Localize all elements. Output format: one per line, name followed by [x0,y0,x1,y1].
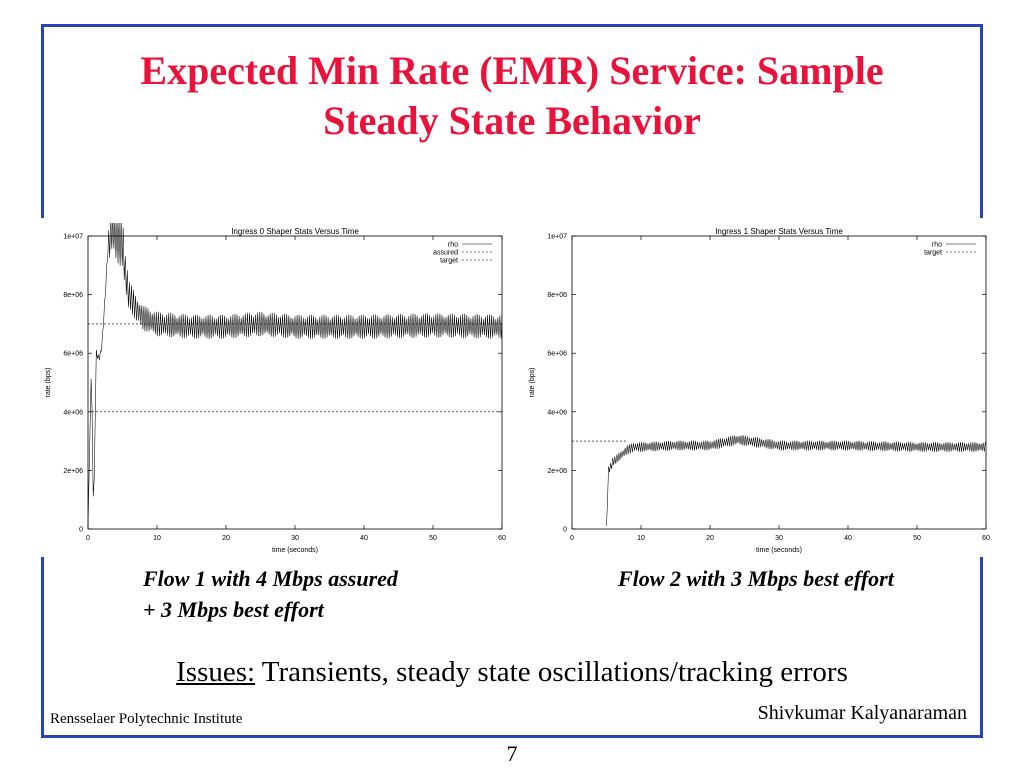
chart-title: Ingress 1 Shaper Stats Versus Time [715,227,843,236]
legend-label-rho: rho [448,242,458,249]
x-tick-label: 50 [913,535,921,542]
y-tick-label: 1e+07 [547,234,567,241]
caption-flow-1-line-2: + 3 Mbps best effort [143,597,324,622]
y-tick-label: 1e+07 [63,234,83,241]
series-rho-line [606,435,986,526]
y-tick-label: 8e+06 [547,292,567,299]
y-tick-label: 0 [563,527,567,534]
x-tick-label: 30 [775,535,783,542]
y-tick-label: 0 [79,527,83,534]
x-tick-label: 50 [429,535,437,542]
x-tick-label: 20 [222,535,230,542]
x-tick-label: 60 [982,535,990,542]
x-tick-label: 40 [844,535,852,542]
chart-title: Ingress 0 Shaper Stats Versus Time [231,227,359,236]
issues-label: Issues: [176,656,256,688]
legend-label-target: target [924,250,942,257]
y-axis-label: rate (bps) [529,368,536,398]
author-footer: Shivkumar Kalyanaraman [757,702,967,724]
issues-line: Issues: Transients, steady state oscilla… [0,656,1024,689]
x-tick-label: 40 [360,535,368,542]
legend-label-target: target [440,258,458,265]
x-tick-label: 0 [570,535,574,542]
page-number: 7 [506,741,518,766]
plot-border [87,235,503,530]
title-line-2: Steady State Behavior [323,98,701,143]
caption-flow-1-line-1: Flow 1 with 4 Mbps assured [143,566,398,591]
caption-flow-2: Flow 2 with 3 Mbps best effort [618,566,894,591]
legend-label-assured: assured [433,250,458,257]
title-line-1: Expected Min Rate (EMR) Service: Sample [140,48,884,93]
x-tick-label: 10 [153,535,161,542]
x-axis-label: time (seconds) [272,547,318,554]
y-tick-label: 6e+06 [547,351,567,358]
slide-frame-left [41,24,44,218]
ingress-1-chart: Ingress 1 Shaper Stats Versus Time 0 10 20 3… [524,223,994,564]
y-axis-label: rate (bps) [45,368,52,398]
chart-svg: Ingress 1 Shaper Stats Versus Time 0 10 20 3… [529,227,990,554]
issues-text: Transients, steady state oscillations/tr… [255,656,848,688]
slide-frame-top [41,24,983,27]
y-tick-label: 2e+06 [547,468,567,475]
x-tick-label: 0 [86,535,90,542]
series-rho-line [87,218,503,530]
slide-frame-left-lower [41,557,44,738]
plot-border [571,235,987,530]
chart-svg: Ingress 0 Shaper Stats Versus Time 0 10 20 3… [45,218,506,554]
ingress-0-chart: Ingress 0 Shaper Stats Versus Time 0 10 20 3… [40,218,510,564]
caption-flow-1: Flow 1 with 4 Mbps assured + 3 Mbps best… [143,563,398,625]
x-tick-label: 30 [291,535,299,542]
slide-frame-right-lower [980,557,983,738]
y-tick-label: 6e+06 [63,351,83,358]
y-tick-label: 4e+06 [63,409,83,416]
y-tick-label: 4e+06 [547,409,567,416]
x-tick-label: 60 [498,535,506,542]
institute-footer: Rensselaer Polytechnic Institute [50,711,243,727]
slide-title: Expected Min Rate (EMR) Service: Sample … [60,46,964,146]
x-axis-label: time (seconds) [756,547,802,554]
y-tick-label: 2e+06 [63,468,83,475]
y-tick-label: 8e+06 [63,292,83,299]
x-tick-label: 10 [637,535,645,542]
legend-label-rho: rho [932,242,942,249]
x-tick-label: 20 [706,535,714,542]
slide-frame-bottom [41,735,983,738]
slide-frame-right [980,24,983,218]
